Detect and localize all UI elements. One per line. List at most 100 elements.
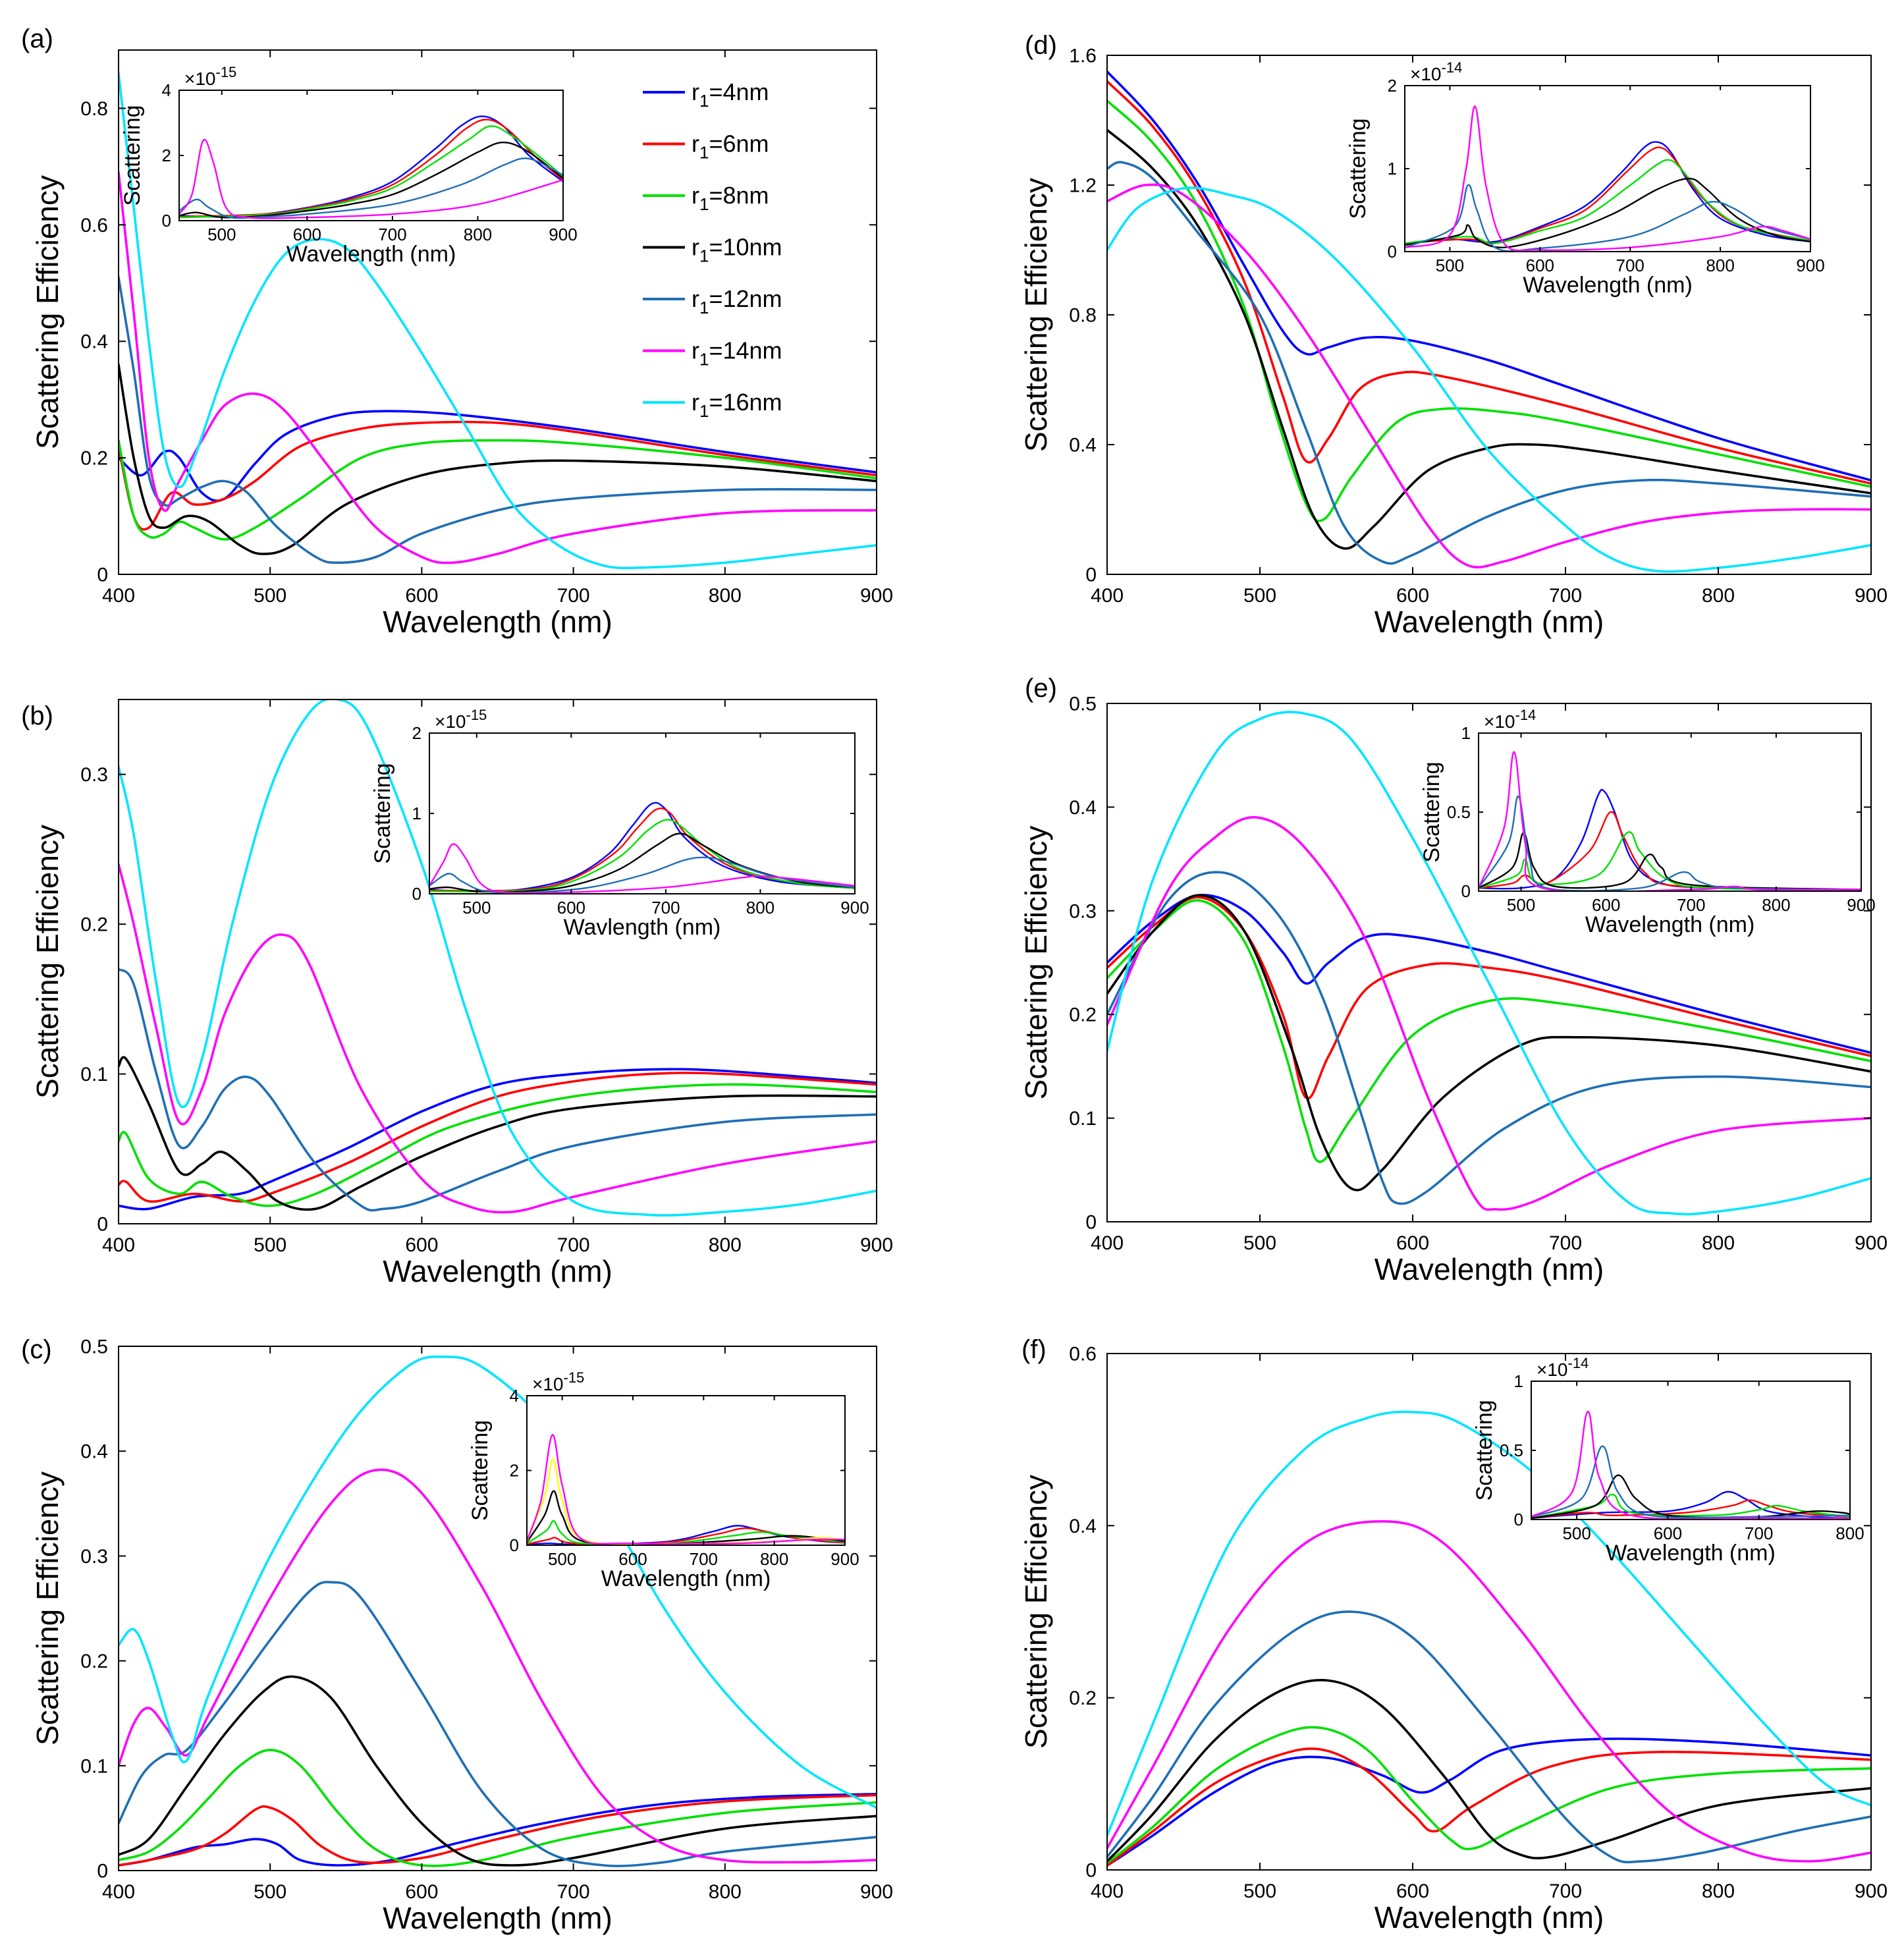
inset-a-ytick-label: 2	[162, 146, 171, 165]
inset-d-xtick-label: 800	[1706, 256, 1734, 275]
panel-a-ytick-label: 0.8	[80, 98, 108, 120]
panel-d-series-group	[1107, 70, 1871, 573]
panel-e-xlabel: Wavelength (nm)	[1374, 1252, 1604, 1286]
panel-b-ytick-label: 0.3	[80, 764, 108, 786]
panel-c-xtick-label: 600	[405, 1881, 438, 1903]
legend-label-sub: 1	[699, 298, 709, 317]
panel-e-ytick-label: 0.4	[1069, 797, 1097, 819]
inset-d: 500 600 700 800 900 0 1 2 Wavelength (nm) Scatter…	[1346, 59, 1825, 298]
panel-b-series-r1-16nm	[119, 699, 877, 1217]
panel-f: (f) 400 500 600 700 800 900 0 0.2 0.4 0.6 Wavelengt…	[1019, 1335, 1888, 1934]
panel-d-ytick-label: 1.6	[1069, 45, 1097, 67]
inset-f-plot-area	[1531, 1381, 1850, 1520]
legend-label-r: r	[692, 130, 699, 157]
panel-a-series-r1-16nm	[119, 72, 877, 570]
panel-d-xtick-label: 800	[1702, 585, 1735, 607]
panel-a-series-r1-6nm	[119, 420, 877, 531]
inset-d-ytick-label: 1	[1388, 159, 1397, 178]
panel-c-xtick-label: 500	[254, 1881, 286, 1903]
legend-label: r1=4nm	[692, 78, 769, 111]
panel-c-xtick-label: 800	[709, 1881, 742, 1903]
inset-d-xtick-label: 500	[1436, 256, 1464, 275]
panel-f-series-r1-6nm	[1107, 1747, 1871, 1867]
inset-f-series-group	[1531, 1410, 1850, 1520]
inset-e-xtick-label: 800	[1762, 895, 1790, 915]
legend-label-r: r	[692, 337, 699, 364]
panel-b-series-group	[119, 699, 877, 1217]
inset-c-exponent: ×10-15	[532, 1369, 584, 1394]
inset-b-series-group	[429, 802, 855, 894]
inset-d-xtick-label: 700	[1616, 256, 1645, 275]
inset-a-xtick-label: 600	[293, 225, 321, 244]
panel-a-series-r1-4nm	[119, 410, 877, 502]
inset-f-xlabel: Wavelength (nm)	[1606, 1541, 1776, 1566]
inset-a-exponent: ×10-15	[184, 64, 236, 89]
inset-a-series-r1-14nm	[179, 138, 563, 219]
inset-e-xtick-label: 700	[1677, 895, 1705, 915]
panel-e-ytick-label: 0	[1085, 1212, 1097, 1234]
inset-e-ytick-label: 0	[1461, 881, 1471, 901]
inset-f-exponent: ×10-14	[1537, 1355, 1589, 1380]
panel-e-xtick-label: 700	[1549, 1232, 1582, 1254]
legend-label: r1=12nm	[692, 285, 782, 317]
panel-c-ytick-label: 0.1	[80, 1755, 108, 1777]
panel-e-series-r1-10nm	[1107, 894, 1871, 1192]
panel-c-xtick-label: 700	[557, 1881, 590, 1903]
inset-f-series-r1-10nm	[1531, 1474, 1850, 1520]
panel-a-series-r1-14nm	[119, 171, 877, 564]
panel-f-series-group	[1107, 1410, 1871, 1867]
panel-f-series-r1-10nm	[1107, 1679, 1871, 1863]
inset-e-series-r1-10nm	[1479, 832, 1861, 890]
legend-label-r: r	[692, 285, 699, 312]
panel-c-ylabel: Scattering Efficiency	[30, 1471, 65, 1745]
legend-label-sub: 1	[699, 246, 709, 266]
panel-b-ylabel: Scattering Efficiency	[30, 825, 65, 1099]
panel-a-ytick-label: 0	[97, 564, 108, 586]
inset-b-xtick-label: 500	[462, 898, 491, 918]
inset-e-plot-area	[1479, 733, 1861, 891]
panel-e-series-r1-14nm	[1107, 816, 1871, 1211]
inset-c-xtick-label: 800	[760, 1549, 788, 1569]
inset-e-series-r1-14nm	[1479, 751, 1861, 891]
panel-e-xtick-label: 800	[1702, 1232, 1735, 1254]
panel-b-xtick-label: 500	[254, 1234, 286, 1256]
legend-label-r: r	[692, 78, 699, 105]
inset-c-exponent-power: -15	[564, 1369, 585, 1386]
panel-a-ytick-label: 0.4	[80, 331, 108, 353]
legend-label-r: r	[692, 389, 699, 416]
inset-c-ytick-label: 2	[510, 1461, 519, 1481]
inset-c-series-group	[527, 1434, 845, 1545]
inset-d-exponent: ×10-14	[1410, 59, 1462, 84]
panel-label-b: (b)	[21, 701, 53, 730]
inset-a-xtick-label: 500	[207, 225, 236, 244]
inset-d-series-group	[1405, 105, 1810, 252]
panel-f-ylabel: Scattering Efficiency	[1019, 1475, 1053, 1749]
panel-f-series-r1-14nm	[1107, 1520, 1871, 1863]
plots: (a)400 500 600 700 800 90000.20.40.60.8Wavele…	[21, 24, 1888, 1935]
panel-c-ytick-label: 0.3	[80, 1546, 108, 1568]
inset-f-xtick-label: 600	[1654, 1523, 1682, 1543]
inset-e-series-r1-8nm	[1479, 831, 1861, 890]
panel-c-ytick-label: 0.5	[80, 1336, 108, 1358]
panel-f-xtick-label: 600	[1396, 1880, 1429, 1902]
panel-f-ytick-label: 0.4	[1069, 1516, 1097, 1537]
inset-b-series-r1-12nm	[429, 856, 855, 894]
legend-label: r1=8nm	[692, 182, 769, 214]
panel-c-ytick-label: 0	[97, 1861, 108, 1882]
inset-a-exponent-base: ×10	[184, 68, 216, 89]
panel-e-ytick-label: 0.1	[1069, 1108, 1097, 1130]
panel-f-xtick-label: 900	[1855, 1880, 1888, 1902]
inset-b-ytick-label: 2	[412, 723, 422, 743]
inset-c-ytick-label: 4	[510, 1386, 519, 1406]
inset-f-exponent-power: -14	[1568, 1355, 1589, 1371]
inset-d-ytick-label: 2	[1388, 76, 1397, 96]
inset-d-ylabel: Scattering	[1346, 118, 1371, 219]
inset-e-xlabel: Wavelength (nm)	[1585, 912, 1755, 937]
legend-label-value: =12nm	[709, 285, 782, 312]
panel-b-ytick-label: 0	[97, 1214, 108, 1236]
inset-e-exponent-power: -14	[1515, 707, 1537, 723]
legend-label: r1=10nm	[692, 234, 782, 266]
legend-label-r: r	[692, 182, 699, 209]
panel-d-xtick-label: 900	[1855, 585, 1888, 607]
